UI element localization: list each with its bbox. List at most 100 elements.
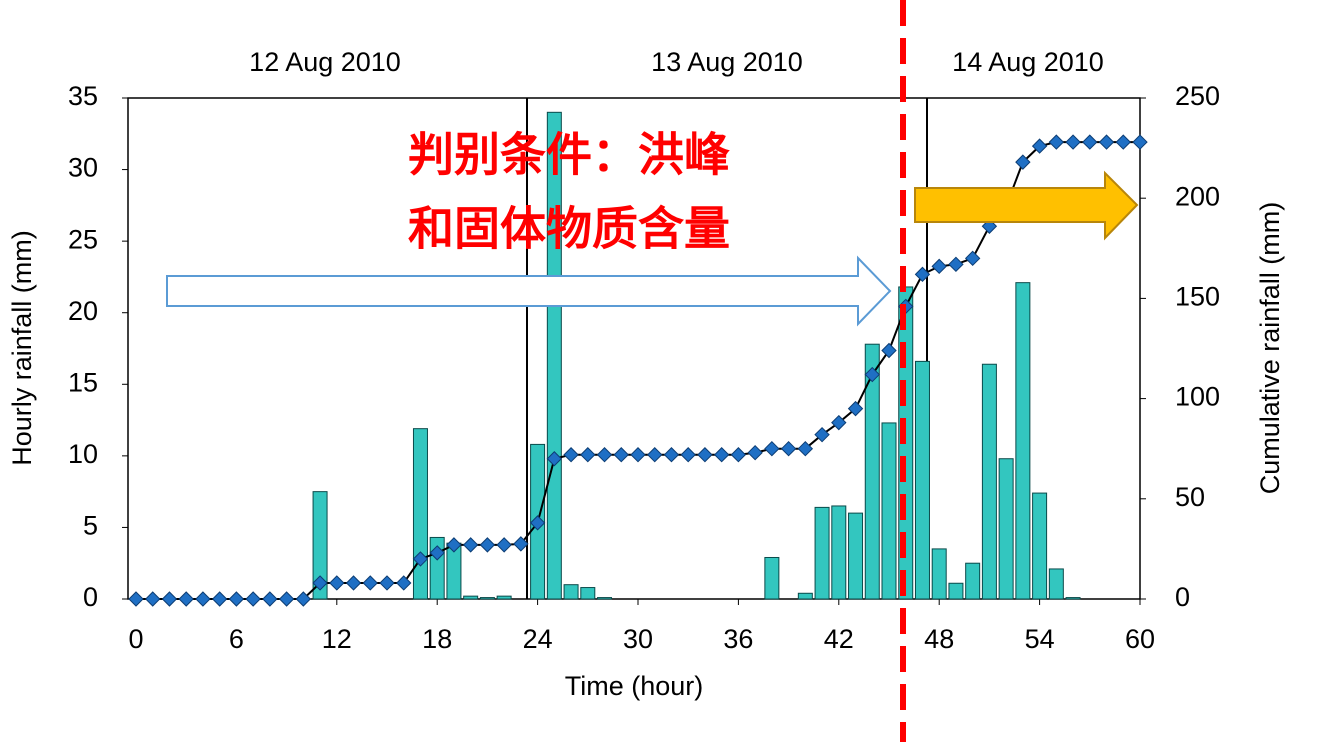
y-tick-label: 15 [68, 367, 98, 397]
y-tick-label: 20 [68, 296, 98, 326]
marker [1082, 134, 1098, 150]
bar [479, 597, 495, 600]
marker [580, 447, 596, 463]
y-tick-label: 10 [68, 439, 98, 469]
bar [797, 592, 813, 600]
marker [128, 591, 144, 607]
x-tick-label: 48 [924, 624, 954, 654]
bar [831, 505, 847, 600]
bar [998, 458, 1014, 600]
bar [463, 595, 479, 600]
y2-tick-label: 100 [1175, 382, 1220, 412]
date-label: 12 Aug 2010 [249, 47, 401, 77]
marker [847, 400, 864, 417]
bar [965, 562, 981, 600]
bar [814, 506, 830, 600]
y2-tick-label: 200 [1175, 181, 1220, 211]
marker [161, 591, 178, 607]
marker [647, 447, 663, 463]
marker [529, 515, 546, 531]
x-tick-label: 18 [422, 624, 452, 654]
x-tick-label: 60 [1125, 624, 1155, 654]
marker [1015, 154, 1031, 170]
marker [345, 575, 362, 591]
marker [513, 536, 529, 552]
bar [580, 587, 596, 600]
x-tick-label: 0 [128, 624, 143, 654]
annotation: 判别条件：洪峰 [408, 128, 730, 182]
marker [914, 266, 931, 283]
annotation: 和固体物质含量 [408, 202, 730, 256]
bar [914, 360, 930, 600]
bar [1015, 282, 1031, 600]
marker [864, 366, 880, 383]
bar [312, 491, 328, 600]
marker [278, 591, 295, 607]
marker [379, 575, 395, 591]
x-tick-label: 54 [1025, 624, 1055, 654]
x-axis-label: Time (hour) [565, 671, 704, 701]
marker [396, 575, 412, 591]
x-tick-label: 42 [824, 624, 854, 654]
bar [764, 556, 780, 600]
date-label: 13 Aug 2010 [651, 47, 803, 77]
y-tick-label: 35 [68, 81, 98, 111]
marker [881, 342, 897, 359]
y2-tick-label: 250 [1175, 81, 1220, 111]
marker [747, 445, 763, 461]
y-tick-label: 0 [83, 582, 98, 612]
marker [1132, 134, 1148, 150]
marker [228, 591, 245, 607]
bar [496, 595, 512, 600]
marker [262, 591, 278, 607]
bar [864, 343, 880, 600]
marker [429, 545, 445, 561]
marker [412, 551, 429, 567]
marker [730, 447, 747, 463]
y-tick-label: 5 [83, 511, 98, 541]
marker [613, 447, 629, 463]
marker [713, 447, 730, 463]
plot-frame [127, 97, 1141, 600]
date-label: 14 Aug 2010 [952, 47, 1104, 77]
marker [563, 447, 579, 463]
marker [479, 537, 496, 553]
bar [848, 512, 864, 600]
bar [948, 582, 964, 600]
marker [797, 440, 814, 457]
bar [546, 111, 562, 600]
marker [446, 537, 462, 553]
marker [312, 575, 328, 591]
x-tick-label: 6 [229, 624, 244, 654]
marker [245, 591, 261, 607]
marker [964, 250, 981, 267]
marker [546, 451, 563, 467]
marker [195, 591, 211, 607]
marker [663, 447, 680, 463]
marker [831, 414, 847, 431]
y-tick-label: 25 [68, 224, 98, 254]
x-tick-label: 24 [523, 624, 553, 654]
x-tick-label: 30 [623, 624, 653, 654]
bar [1065, 597, 1081, 600]
marker [1048, 134, 1065, 150]
marker [948, 256, 964, 273]
bar [412, 428, 428, 600]
y-tick-label: 30 [68, 153, 98, 183]
marker [211, 591, 228, 607]
x-tick-label: 36 [723, 624, 753, 654]
bar [981, 363, 997, 600]
y-axis-label: Hourly rainfall (mm) [7, 230, 37, 466]
y2-axis-label: Cumulative rainfall (mm) [1255, 202, 1285, 495]
arrow [914, 170, 1139, 241]
bar [881, 422, 897, 600]
bar [931, 548, 947, 600]
marks: 0 6 12 18 24 30 36 42 48 54 60 0 5 10 15 20 25 30 35 0 50 100… [68, 81, 1220, 654]
marker [178, 591, 194, 607]
y2-tick-label: 50 [1175, 482, 1205, 512]
x-tick-label: 12 [322, 624, 352, 654]
marker [697, 447, 713, 463]
marker [496, 537, 512, 553]
